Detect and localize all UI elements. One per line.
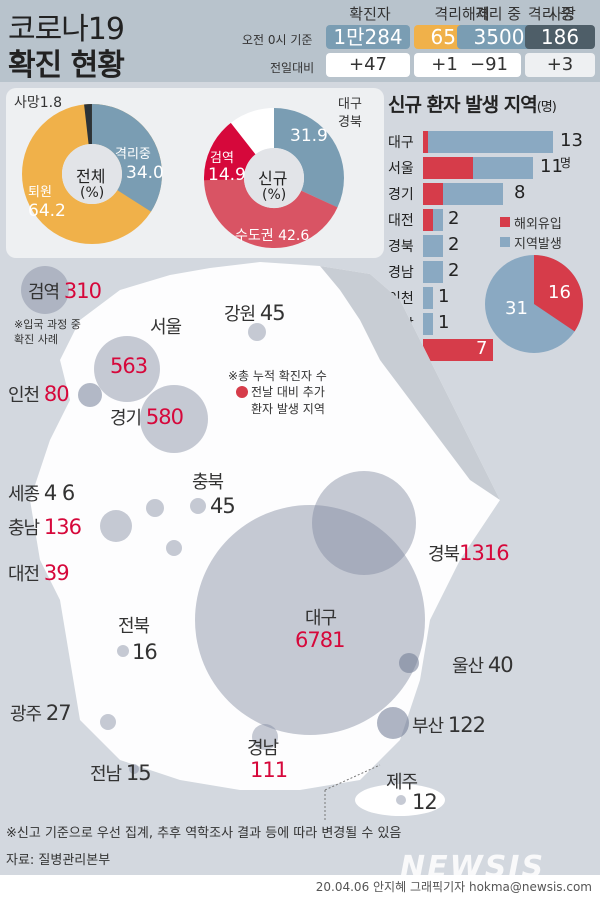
pie-local-value: 31	[505, 298, 528, 319]
title-line1: 코로나19	[8, 12, 125, 47]
bubble-daejeon	[166, 540, 182, 556]
donut-new	[204, 108, 344, 248]
bar-chart-title: 신규 환자 발생 지역(명)	[388, 94, 557, 116]
label-daegu-value: 6781	[295, 628, 345, 652]
source: 자료: 질병관리본부	[6, 853, 111, 868]
label-daejeon: 대전 39	[8, 561, 70, 585]
label-ulsan: 울산 40	[452, 653, 514, 677]
confirmed-value: 1만284	[326, 25, 410, 49]
row-label-diff: 전일대비	[270, 61, 315, 75]
bubble-gyeongbuk	[312, 471, 416, 575]
label-busan: 부산 122	[412, 713, 486, 737]
confirmed-diff: +47	[326, 53, 410, 77]
map-legend-3: 환자 발생 지역	[251, 402, 325, 416]
bubble-jeju	[396, 795, 406, 805]
label-sejong: 세종 4 6	[8, 481, 75, 505]
bubble-sejong	[146, 499, 164, 517]
map-legend-2: 전날 대비 추가	[251, 385, 325, 399]
donut-total	[22, 104, 162, 244]
legend-overseas: 해외유입	[514, 217, 562, 232]
capital-seg-label: 수도권 42.6	[235, 228, 310, 244]
bubble-gangwon	[248, 323, 266, 341]
bubble-jeonbuk	[117, 645, 129, 657]
bubble-ulsan	[399, 653, 419, 673]
quarantine-seg-label: 검역	[210, 151, 234, 166]
label-gyeongbuk: 경북1316	[428, 541, 510, 565]
label-gyeongnam-value: 111	[250, 758, 288, 782]
col-head-isolated-2: 격리 중	[474, 5, 522, 23]
quarantine-note-2: 확진 사례	[14, 333, 58, 346]
isolated-seg-label: 격리중	[115, 147, 151, 162]
legend-swatch-overseas	[500, 217, 510, 227]
legend-local: 지역발생	[514, 237, 562, 252]
label-chungbuk-value: 45	[210, 494, 236, 518]
label-jeonbuk-name: 전북	[118, 616, 150, 637]
label-jeonnam: 전남 15	[90, 761, 152, 785]
pie-overseas-local	[485, 255, 583, 353]
label-gyeonggi: 경기 580	[110, 405, 184, 429]
label-daegu-name: 대구	[305, 608, 337, 629]
donut-new-center: 신규	[258, 169, 288, 188]
bubble-daegu	[195, 505, 425, 735]
label-gwangju: 광주 27	[10, 701, 72, 725]
bubble-seoul	[94, 336, 160, 402]
daegu-seg-value: 31.9	[290, 126, 328, 146]
label-jeju-value: 12	[412, 790, 438, 814]
bubble-incheon	[78, 383, 102, 407]
bubble-gwangju	[100, 714, 116, 730]
credit: 20.04.06 안지혜 그래픽기자 hokma@newsis.com	[315, 880, 592, 894]
col-head-isolated: 격리 중	[527, 5, 575, 23]
daegu-label-1: 대구	[338, 97, 362, 112]
donut-total-unit: (%)	[80, 185, 105, 201]
quarantine-seg-value: 14.9	[208, 165, 246, 185]
bubble-chungbuk	[190, 498, 206, 514]
bubble-gyeonggi	[140, 385, 208, 453]
label-seoul-value: 563	[110, 354, 148, 378]
bubble-chungnam	[100, 510, 132, 542]
title-line2: 확진 현황	[8, 48, 125, 83]
map-legend-1: ※총 누적 확진자 수	[228, 369, 327, 383]
col-head-confirmed: 확진자	[349, 5, 391, 23]
col-head-released: 격리해제	[434, 5, 490, 23]
death-label: 사망1.8	[14, 95, 63, 111]
label-gyeongnam-name: 경남	[247, 738, 279, 759]
donut-total-center: 전체	[76, 167, 106, 186]
deaths-value: 186	[525, 25, 595, 49]
bubble-busan	[377, 707, 409, 739]
daegu-label-2: 경북	[338, 115, 362, 130]
bubble-quarantine	[21, 266, 69, 314]
map-legend-dot	[236, 386, 248, 398]
released-seg-label: 퇴원	[28, 185, 52, 200]
pie-overseas-value: 16	[548, 282, 571, 303]
isolated-diff: −91	[457, 53, 521, 77]
label-chungbuk-name: 충북	[192, 472, 224, 493]
footer-note: ※신고 기준으로 우선 집계, 추후 역학조사 결과 등에 따라 변경될 수 있…	[6, 826, 402, 841]
label-quarantine: 검역 310	[28, 279, 102, 303]
row-label-base: 오전 0시 기준	[242, 33, 313, 47]
deaths-diff: +3	[525, 53, 595, 77]
bubble-jeonnam	[129, 764, 139, 774]
col-head-deaths: 사망	[548, 5, 576, 23]
isolated-seg-value: 34.0	[126, 163, 164, 183]
korea-map	[30, 262, 500, 820]
legend-swatch-local	[500, 237, 510, 247]
released-seg-value: 64.2	[28, 201, 66, 221]
bubble-gyeongnam	[252, 724, 278, 750]
label-chungnam: 충남 136	[8, 515, 82, 539]
donut-new-unit: (%)	[262, 187, 287, 203]
credit-bar: 20.04.06 안지혜 그래픽기자 hokma@newsis.com	[0, 875, 600, 897]
label-jeonbuk-value: 16	[132, 640, 158, 664]
label-seoul-name: 서울	[150, 317, 182, 338]
label-gangwon: 강원 45	[224, 301, 286, 325]
label-incheon: 인천 80	[8, 382, 70, 406]
quarantine-note-1: ※입국 과정 중	[14, 318, 81, 331]
label-jeju-name: 제주	[386, 772, 418, 793]
